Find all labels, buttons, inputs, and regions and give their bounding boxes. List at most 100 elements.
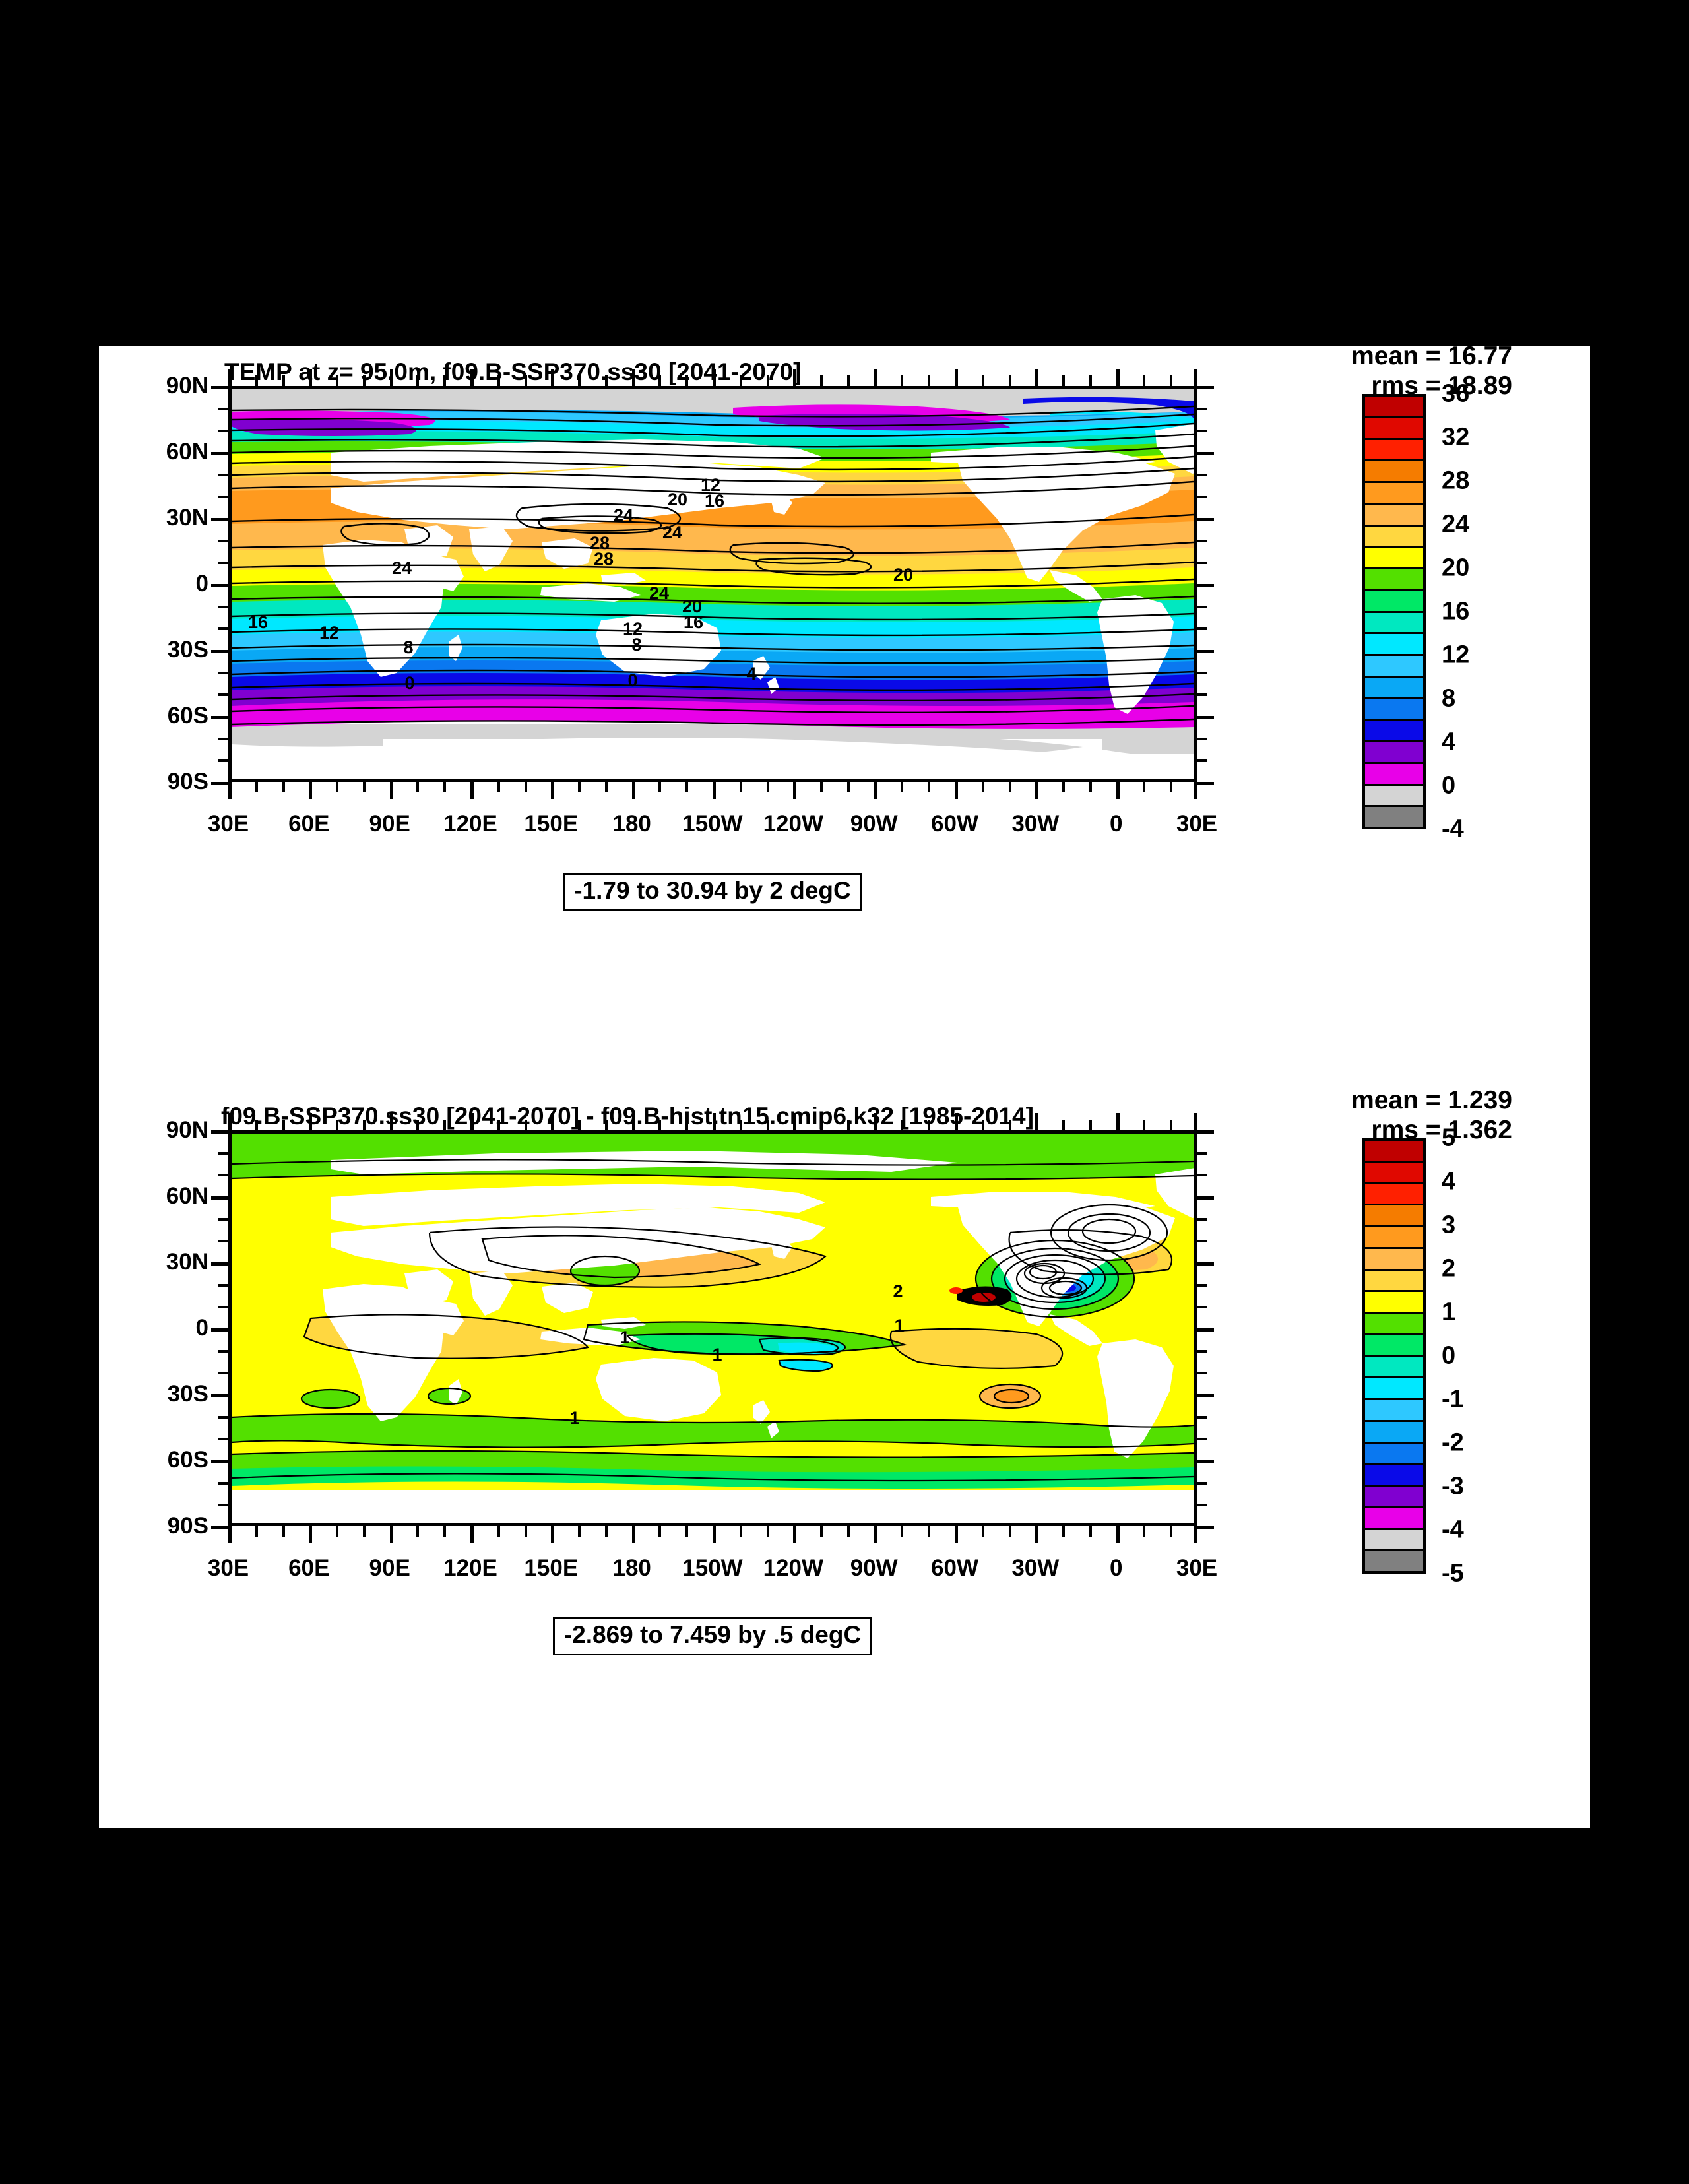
- lon-label-3: 120E: [443, 811, 497, 837]
- colorbar-tick-label: -3: [1442, 1472, 1464, 1500]
- lon-label-11-b: 0: [1109, 1555, 1123, 1581]
- colorbar-cell: [1365, 656, 1423, 678]
- colorbar-cell: [1365, 1162, 1423, 1184]
- colorbar-cell: [1365, 1443, 1423, 1465]
- lon-label-4-b: 150E: [524, 1555, 579, 1581]
- colorbar-cell: [1365, 742, 1423, 764]
- colorbar-cell: [1365, 721, 1423, 742]
- svg-text:0: 0: [627, 670, 637, 690]
- colorbar-cell: [1365, 461, 1423, 483]
- colorbar-cell: [1365, 677, 1423, 699]
- colorbar-strip-top: [1362, 394, 1426, 829]
- mean-label-top: mean = 16.77: [1351, 342, 1512, 370]
- lon-label-10: 30W: [1011, 811, 1060, 837]
- colorbar-cell: [1365, 634, 1423, 656]
- lon-label-0-b: 30E: [207, 1555, 249, 1581]
- colorbar-tick-label: 24: [1442, 510, 1470, 538]
- colorbar-tick-label: -4: [1442, 815, 1464, 843]
- lat-label-0: 0: [195, 571, 208, 596]
- lat-label-90n: 90N: [166, 373, 208, 399]
- colorbar-cell: [1365, 569, 1423, 591]
- panel-stats-top: mean = 16.77 rms = 18.89: [1351, 341, 1512, 401]
- colorbar-tick-label: 12: [1442, 641, 1470, 669]
- colorbar-cell: [1365, 1227, 1423, 1249]
- colorbar-cell: [1365, 526, 1423, 548]
- lon-label-7: 120W: [763, 811, 824, 837]
- colorbar-top: 36 32 28 24 20 16 12 8 4 0 -4: [1362, 380, 1560, 843]
- colorbar-tick-label: -2: [1442, 1429, 1464, 1457]
- colorbar-cell: [1365, 1292, 1423, 1314]
- colorbar-cell: [1365, 1357, 1423, 1379]
- lat-label-90s-b: 90S: [167, 1513, 208, 1539]
- svg-text:1: 1: [569, 1408, 579, 1428]
- colorbar-tick-label: 16: [1442, 597, 1470, 626]
- lat-label-90s: 90S: [167, 769, 208, 794]
- colorbar-strip-bottom: [1362, 1138, 1426, 1574]
- svg-text:2: 2: [893, 1281, 903, 1301]
- map-plot-top: 24 20 12 16 28 24 28 24 24 20 16: [166, 369, 1217, 837]
- lon-label-12-b: 30E: [1176, 1555, 1218, 1581]
- lon-label-1: 60E: [288, 811, 330, 837]
- svg-text:24: 24: [392, 558, 412, 578]
- lon-label-6-b: 150W: [682, 1555, 743, 1581]
- colorbar-tick-label: 0: [1442, 1341, 1456, 1370]
- lat-label-90n-b: 90N: [166, 1117, 208, 1143]
- svg-text:24: 24: [614, 505, 633, 525]
- colorbar-tick-label: 1: [1442, 1298, 1456, 1326]
- colorbar-cell: [1365, 807, 1423, 827]
- svg-text:28: 28: [594, 549, 614, 569]
- contour-range-caption-bottom: -2.869 to 7.459 by .5 degC: [552, 1617, 873, 1655]
- svg-text:20: 20: [668, 490, 687, 509]
- svg-text:20: 20: [682, 596, 702, 616]
- colorbar-cell: [1365, 439, 1423, 462]
- colorbar-tick-label: 20: [1442, 554, 1470, 582]
- colorbar-tick-label: 2: [1442, 1254, 1456, 1283]
- lon-label-9-b: 60W: [931, 1555, 978, 1581]
- svg-text:8: 8: [403, 637, 413, 657]
- lon-label-1-b: 60E: [288, 1555, 330, 1581]
- colorbar-cell: [1365, 1205, 1423, 1227]
- svg-text:16: 16: [248, 612, 268, 632]
- colorbar-cell: [1365, 1508, 1423, 1530]
- colorbar-cell: [1365, 785, 1423, 808]
- colorbar-cell: [1365, 548, 1423, 569]
- svg-text:8: 8: [631, 635, 641, 655]
- panel-title-bottom: f09.B-SSP370.ss30 [2041-2070] - f09.B-hi…: [221, 1103, 1034, 1130]
- lat-label-60s: 60S: [167, 703, 208, 728]
- colorbar-tick-label: 4: [1442, 1167, 1456, 1196]
- svg-text:0: 0: [404, 673, 414, 693]
- lon-label-8: 90W: [850, 811, 898, 837]
- plot-frame-bottom: [228, 1130, 1197, 1526]
- svg-text:1: 1: [620, 1328, 629, 1347]
- lon-label-12: 30E: [1176, 811, 1218, 837]
- lat-label-60n: 60N: [166, 439, 208, 465]
- lon-label-8-b: 90W: [850, 1555, 898, 1581]
- lon-label-10-b: 30W: [1011, 1555, 1060, 1581]
- colorbar-tick-label: -4: [1442, 1516, 1464, 1544]
- colorbar-cell: [1365, 504, 1423, 527]
- svg-text:1: 1: [712, 1345, 722, 1365]
- panel-stats-bottom: mean = 1.239 rms = 1.362: [1351, 1085, 1512, 1145]
- lat-label-60s-b: 60S: [167, 1447, 208, 1473]
- svg-text:12: 12: [319, 623, 339, 643]
- lat-label-30s: 30S: [167, 637, 208, 662]
- colorbar-cell: [1365, 397, 1423, 418]
- colorbar-cell: [1365, 1378, 1423, 1400]
- colorbar-tick-label: 8: [1442, 684, 1456, 713]
- colorbar-cell: [1365, 612, 1423, 635]
- caption-wrap-top: -1.79 to 30.94 by 2 degC: [228, 873, 1197, 911]
- colorbar-cell: [1365, 1314, 1423, 1335]
- svg-text:1: 1: [894, 1316, 904, 1335]
- plot-frame-top: [228, 386, 1197, 782]
- lon-label-0: 30E: [207, 811, 249, 837]
- colorbar-cell: [1365, 1248, 1423, 1271]
- colorbar-cell: [1365, 1465, 1423, 1487]
- svg-text:12: 12: [701, 475, 720, 495]
- lon-label-3-b: 120E: [443, 1555, 497, 1581]
- figure-sheet: TEMP at z= 95.0m, f09.B-SSP370.ss30 [204…: [99, 342, 1590, 1828]
- lon-label-2: 90E: [369, 811, 410, 837]
- lat-label-30n: 30N: [166, 505, 208, 530]
- colorbar-tick-label: 0: [1442, 771, 1456, 800]
- svg-text:20: 20: [893, 565, 913, 585]
